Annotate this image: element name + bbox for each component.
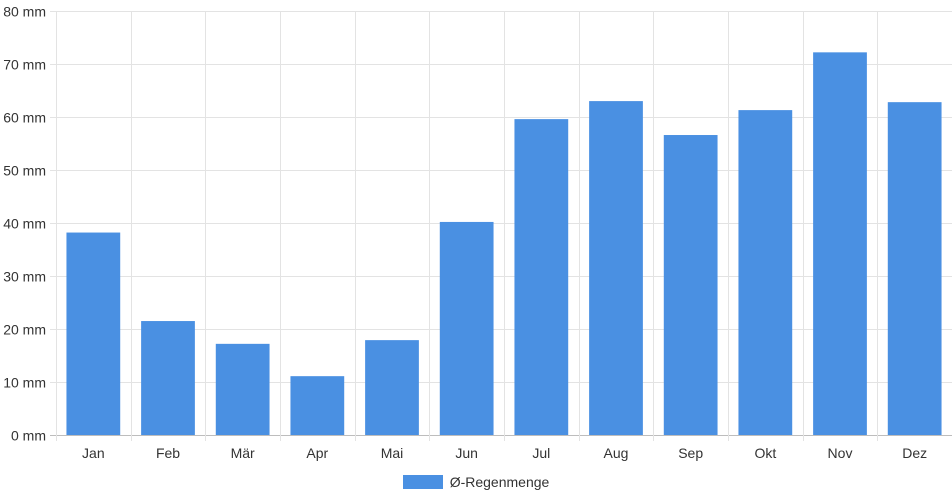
y-tick-label: 50 mm — [3, 163, 46, 179]
x-tick-label: Jun — [455, 445, 478, 461]
bar-dez — [887, 102, 942, 435]
y-tick-label: 70 mm — [3, 57, 46, 73]
x-tick-label: Mai — [381, 445, 404, 461]
y-tick-label: 40 mm — [3, 216, 46, 232]
legend-label: Ø-Regenmenge — [449, 474, 550, 490]
bar-nov — [813, 52, 867, 436]
x-tick-label: Mär — [231, 445, 255, 461]
chart-legend[interactable]: Ø-Regenmenge — [0, 472, 952, 492]
bar-jan — [66, 232, 121, 435]
y-tick-label: 20 mm — [3, 322, 46, 338]
x-tick-label: Sep — [678, 445, 703, 461]
y-tick-label: 60 mm — [3, 110, 46, 126]
bar-jun — [439, 221, 494, 435]
bar-okt — [738, 110, 793, 436]
bar-mär — [215, 343, 270, 435]
y-tick-label: 0 mm — [11, 428, 46, 444]
x-tick-label: Feb — [156, 445, 180, 461]
chart-plot-area: 0 mm 10 mm 20 mm 30 mm 40 mm 50 mm 60 mm 70 mm 8… — [3, 4, 952, 461]
y-tick-label: 30 mm — [3, 269, 46, 285]
bar-mai — [365, 340, 419, 435]
bar-jul — [514, 119, 569, 436]
bar-apr — [290, 376, 345, 435]
x-tick-label: Nov — [828, 445, 853, 461]
x-tick-label: Dez — [902, 445, 927, 461]
y-tick-label: 10 mm — [3, 375, 46, 391]
bar-feb — [141, 321, 195, 435]
x-tick-label: Apr — [306, 445, 328, 461]
legend-swatch — [402, 475, 443, 489]
x-tick-label: Okt — [754, 445, 776, 461]
bar-aug — [589, 101, 643, 435]
x-tick-label: Aug — [604, 445, 629, 461]
x-tick-label: Jul — [532, 445, 550, 461]
y-tick-label: 80 mm — [3, 4, 46, 20]
bar-sep — [663, 135, 718, 435]
x-tick-label: Jan — [82, 445, 105, 461]
